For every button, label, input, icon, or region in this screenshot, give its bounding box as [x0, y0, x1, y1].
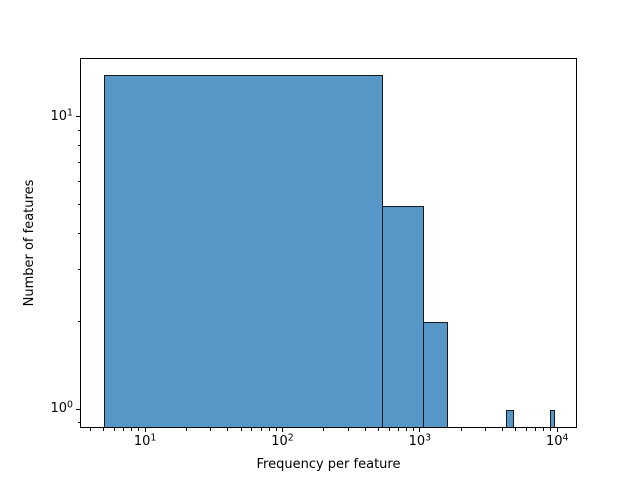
y-minor-tick	[77, 181, 80, 183]
x-minor-tick	[347, 428, 349, 431]
y-tick-label: 101	[50, 107, 74, 124]
x-minor-tick	[526, 428, 528, 431]
x-minor-tick	[388, 428, 390, 431]
y-minor-tick	[77, 161, 80, 163]
x-tick-label: 102	[271, 432, 294, 449]
x-minor-tick	[484, 428, 486, 431]
histogram-bar-3	[422, 322, 449, 427]
y-minor-tick	[77, 232, 80, 234]
x-minor-tick	[260, 428, 262, 431]
plot-area	[80, 58, 577, 428]
x-minor-tick	[502, 428, 504, 431]
x-minor-tick	[543, 428, 545, 431]
x-minor-tick	[550, 428, 552, 431]
x-minor-tick	[227, 428, 229, 431]
x-minor-tick	[275, 428, 277, 431]
x-major-tick	[281, 428, 283, 432]
x-minor-tick	[413, 428, 415, 431]
x-minor-tick	[114, 428, 116, 431]
x-axis-label: Frequency per feature	[256, 457, 401, 472]
x-minor-tick	[123, 428, 125, 431]
x-minor-tick	[103, 428, 105, 431]
y-axis-label: Number of features	[22, 179, 37, 307]
x-minor-tick	[515, 428, 517, 431]
y-minor-tick	[77, 422, 80, 424]
x-major-tick	[556, 428, 558, 432]
x-minor-tick	[406, 428, 408, 431]
x-minor-tick	[138, 428, 140, 431]
x-minor-tick	[131, 428, 133, 431]
x-major-tick	[419, 428, 421, 432]
y-major-tick	[76, 116, 80, 118]
histogram-bar-5	[550, 410, 555, 427]
x-minor-tick	[268, 428, 270, 431]
x-minor-tick	[240, 428, 242, 431]
y-minor-tick	[77, 129, 80, 131]
x-minor-tick	[185, 428, 187, 431]
x-minor-tick	[251, 428, 253, 431]
y-major-tick	[76, 408, 80, 410]
y-minor-tick	[77, 204, 80, 206]
x-minor-tick	[364, 428, 366, 431]
x-tick-label: 104	[546, 432, 569, 449]
x-major-tick	[144, 428, 146, 432]
x-minor-tick	[535, 428, 537, 431]
y-minor-tick	[77, 269, 80, 271]
x-minor-tick	[460, 428, 462, 431]
x-minor-tick	[398, 428, 400, 431]
x-minor-tick	[210, 428, 212, 431]
histogram-bar-2	[381, 205, 424, 427]
x-minor-tick	[323, 428, 325, 431]
x-minor-tick	[89, 428, 91, 431]
histogram-bar-4	[505, 410, 514, 427]
y-tick-label: 100	[50, 399, 74, 417]
histogram-bar-1	[104, 75, 383, 427]
x-tick-label: 103	[408, 432, 432, 449]
y-minor-tick	[77, 320, 80, 322]
y-minor-tick	[77, 144, 80, 146]
x-minor-tick	[378, 428, 379, 431]
x-tick-label: 101	[133, 432, 157, 449]
